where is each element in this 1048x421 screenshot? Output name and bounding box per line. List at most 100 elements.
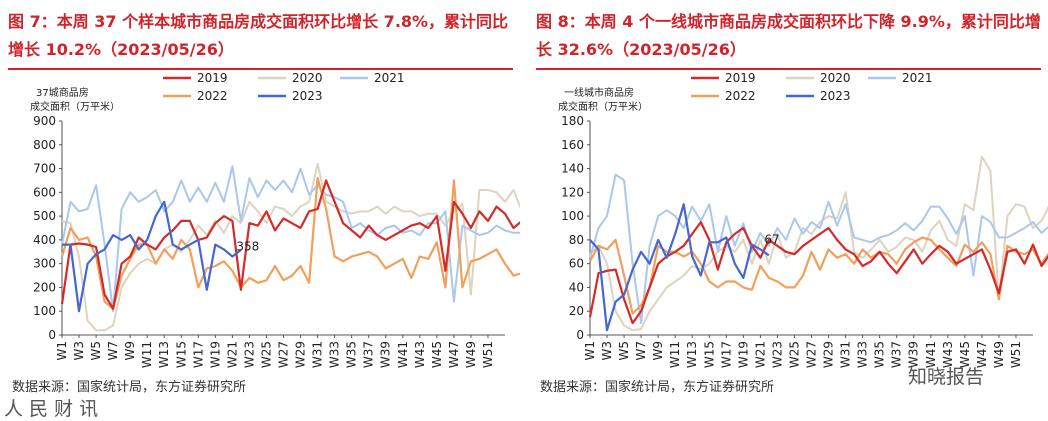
y-tick-label: 800 xyxy=(33,138,56,152)
x-tick-label: W19 xyxy=(736,341,750,368)
x-tick-label: W1 xyxy=(583,341,597,361)
x-tick-label: W29 xyxy=(294,341,308,368)
x-tick-label: W41 xyxy=(396,341,410,368)
x-tick-label: W19 xyxy=(208,341,222,368)
series-line-2020 xyxy=(61,162,520,332)
watermark-left: 人 民 财 讯 xyxy=(4,398,99,420)
legend-label-2022: 2022 xyxy=(725,89,756,103)
x-tick-label: W43 xyxy=(941,341,955,368)
y-tick-label: 300 xyxy=(33,257,56,271)
y-axis-label-line2: 成交面积（万平米） xyxy=(558,102,648,113)
y-tick-label: 700 xyxy=(33,162,56,176)
series-line-2020 xyxy=(589,155,1048,332)
source-note: 数据来源：国家统计局，东方证券研究所 xyxy=(12,380,247,395)
watermark-right: 知晓报告 xyxy=(908,366,985,388)
chart-panel-right: 图 8：本周 4 个一线城市商品房成交面积环比下降 9.9%，累计同比增长 32… xyxy=(528,0,1048,420)
legend-label-2022: 2022 xyxy=(197,89,228,103)
x-tick-label: W23 xyxy=(770,341,784,368)
x-tick-label: W51 xyxy=(1009,341,1023,368)
x-tick-label: W39 xyxy=(907,341,921,368)
x-tick-label: W47 xyxy=(975,341,989,368)
legend-label-2019: 2019 xyxy=(197,71,228,85)
legend-label-2021: 2021 xyxy=(374,71,405,85)
series-line-2021 xyxy=(589,173,1048,325)
y-tick-label: 20 xyxy=(569,304,584,318)
x-tick-label: W51 xyxy=(481,341,495,368)
x-tick-label: W37 xyxy=(362,341,376,368)
y-tick-label: 100 xyxy=(561,209,584,223)
x-tick-label: W23 xyxy=(242,341,256,368)
x-tick-label: W35 xyxy=(345,341,359,368)
x-tick-label: W33 xyxy=(328,341,342,368)
y-tick-label: 180 xyxy=(561,114,584,128)
series-line-2019 xyxy=(588,221,1048,325)
x-tick-label: W25 xyxy=(259,341,273,368)
y-tick-label: 900 xyxy=(33,114,56,128)
x-tick-label: W41 xyxy=(924,341,938,368)
y-tick-label: 60 xyxy=(569,257,584,271)
x-tick-label: W45 xyxy=(430,341,444,368)
legend-label-2023: 2023 xyxy=(292,89,323,103)
y-tick-label: 120 xyxy=(561,185,584,199)
series-line-2023 xyxy=(589,203,770,332)
x-tick-label: W1 xyxy=(55,341,69,361)
y-axis-label-line2: 成交面积（万平米） xyxy=(30,102,120,113)
y-tick-label: 600 xyxy=(33,185,56,199)
y-tick-label: 100 xyxy=(33,304,56,318)
x-tick-label: W27 xyxy=(805,341,819,368)
y-tick-label: 80 xyxy=(569,233,584,247)
chart-title: 图 7：本周 37 个样本城市商品房成交面积环比增长 7.8%，累计同比增长 1… xyxy=(8,12,509,59)
line-chart: 0 20 40 60 80 100 120 140 160 180 W1 W3 W5 W7 W9 W11 W13… xyxy=(561,71,1048,368)
y-tick-label: 40 xyxy=(569,280,584,294)
x-tick-label: W11 xyxy=(140,341,154,368)
y-tick-label: 200 xyxy=(33,280,56,294)
y-tick-label: 0 xyxy=(48,328,56,342)
x-tick-label: W11 xyxy=(668,341,682,368)
x-tick-label: W3 xyxy=(600,341,614,361)
y-tick-label: 140 xyxy=(561,162,584,176)
x-tick-label: W39 xyxy=(379,341,393,368)
x-tick-label: W7 xyxy=(634,341,648,361)
legend-label-2023: 2023 xyxy=(820,89,851,103)
series-line-2022 xyxy=(589,236,1048,315)
x-tick-label: W17 xyxy=(191,341,205,368)
x-tick-label: W31 xyxy=(839,341,853,368)
x-tick-label: W21 xyxy=(753,341,767,368)
x-tick-label: W15 xyxy=(702,341,716,368)
x-tick-label: W37 xyxy=(890,341,904,368)
x-tick-label: W13 xyxy=(157,341,171,368)
data-label-latest: 67 xyxy=(764,232,779,246)
x-tick-label: W49 xyxy=(464,341,478,368)
data-label-latest: 358 xyxy=(236,240,259,254)
series-line-2021 xyxy=(61,165,520,313)
x-tick-label: W47 xyxy=(447,341,461,368)
x-tick-label: W15 xyxy=(174,341,188,368)
y-tick-label: 400 xyxy=(33,233,56,247)
source-note: 数据来源：国家统计局，东方证券研究所 xyxy=(540,380,775,395)
x-tick-label: W5 xyxy=(617,341,631,361)
x-tick-label: W35 xyxy=(873,341,887,368)
x-tick-label: W33 xyxy=(856,341,870,368)
x-tick-label: W13 xyxy=(685,341,699,368)
title-underline xyxy=(536,68,1041,70)
x-tick-label: W45 xyxy=(958,341,972,368)
x-tick-label: W9 xyxy=(123,341,137,361)
x-tick-label: W43 xyxy=(413,341,427,368)
x-tick-label: W9 xyxy=(651,341,665,361)
legend-label-2019: 2019 xyxy=(725,71,756,85)
x-tick-label: W17 xyxy=(719,341,733,368)
x-tick-label: W31 xyxy=(311,341,325,368)
x-tick-label: W27 xyxy=(277,341,291,368)
x-tick-label: W25 xyxy=(787,341,801,368)
x-tick-label: W7 xyxy=(106,341,120,361)
y-axis-label-line1: 37城商品房 xyxy=(36,88,89,99)
series-line-2023 xyxy=(62,200,242,313)
y-tick-label: 0 xyxy=(576,328,584,342)
y-tick-label: 500 xyxy=(33,209,56,223)
legend-label-2020: 2020 xyxy=(820,71,851,85)
chart-title: 图 8：本周 4 个一线城市商品房成交面积环比下降 9.9%，累计同比增长 32… xyxy=(536,12,1041,59)
series-line-2022 xyxy=(60,177,520,310)
series-line-2019 xyxy=(60,179,520,310)
y-tick-label: 160 xyxy=(561,138,584,152)
y-axis-label-line1: 一线城市商品房 xyxy=(564,88,634,99)
